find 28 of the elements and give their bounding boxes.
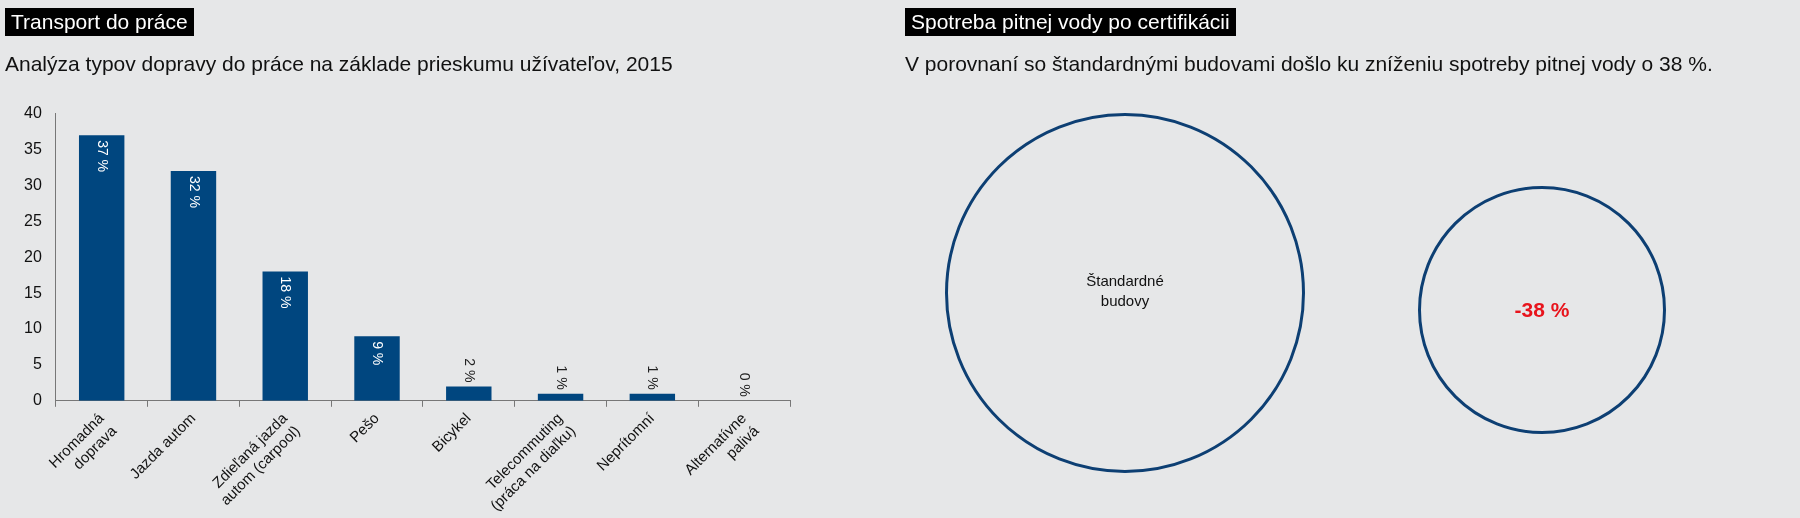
- data-label: 1 %: [645, 365, 662, 390]
- data-label: 32 %: [186, 176, 203, 208]
- bar: [262, 271, 308, 401]
- data-label: 9 %: [370, 341, 387, 366]
- y-tick-label: 25: [24, 211, 42, 229]
- y-tick-label: 35: [24, 139, 42, 157]
- data-label: 0 %: [737, 372, 754, 397]
- chart-subtitle: Analýza typov dopravy do práce na základe prieskumu užívateľov, 2015: [5, 52, 673, 76]
- text: V porovnaní so štandardnými budovami došlo ku zníženiu spotreby pitnej vody o 38 %.: [905, 52, 1713, 76]
- bar: [446, 386, 492, 401]
- y-tick-label: 10: [24, 319, 42, 337]
- y-tick-label: 40: [24, 104, 42, 122]
- bar: [170, 171, 217, 401]
- data-label: 2 %: [461, 358, 478, 383]
- y-tick-label: 30: [24, 175, 42, 193]
- y-tick-label: 20: [24, 247, 42, 265]
- y-tick-label: 0: [32, 391, 42, 409]
- text: Štandardné budovy: [1085, 271, 1165, 311]
- data-label: 1 %: [553, 365, 570, 390]
- bar: [78, 135, 125, 401]
- text: -38 %: [1513, 298, 1571, 322]
- chart-title: Transport do práce: [5, 8, 194, 36]
- data-label: 18 %: [278, 276, 295, 309]
- y-tick-label: 15: [24, 283, 42, 301]
- bar: [354, 336, 400, 401]
- y-tick-label: 5: [32, 355, 42, 373]
- data-label: 37 %: [94, 140, 111, 173]
- text: Spotreba pitnej vody po certifikácii: [905, 8, 1236, 36]
